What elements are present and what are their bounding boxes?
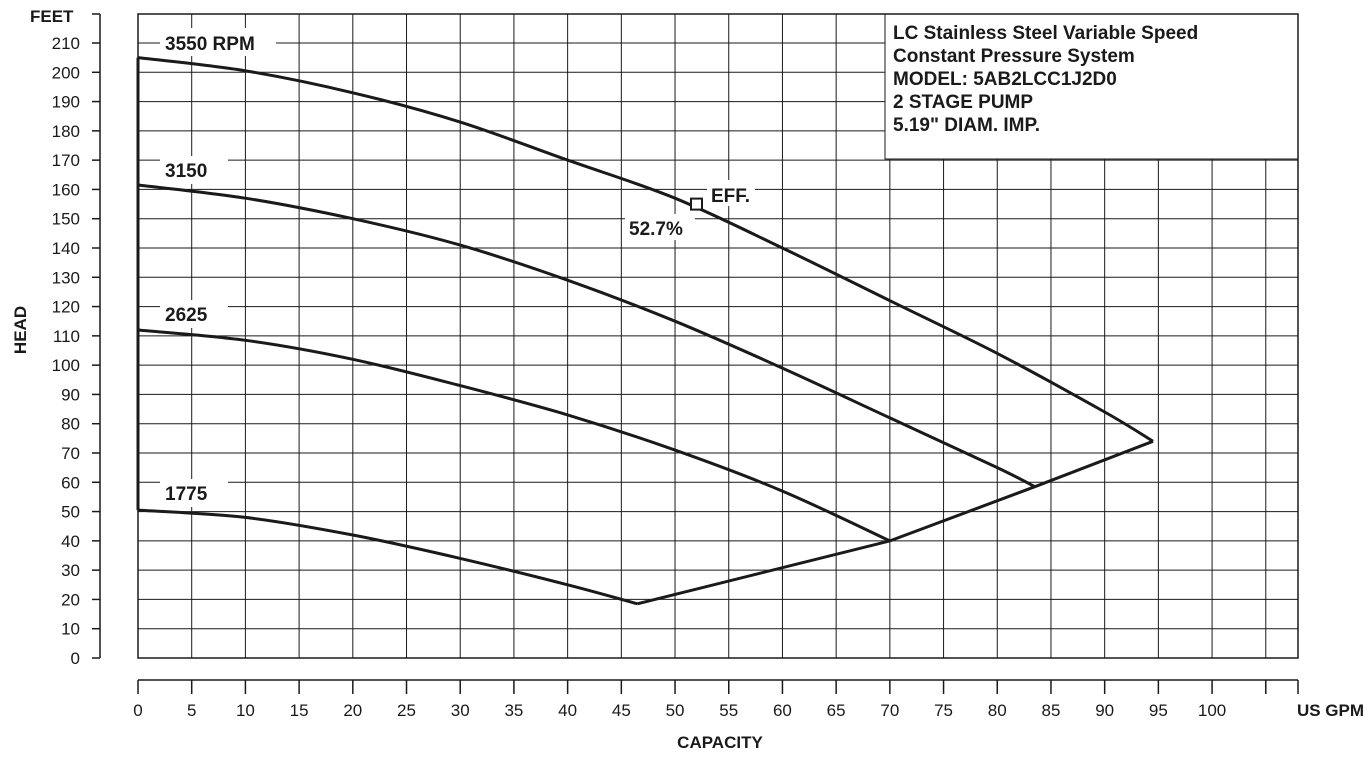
eff-value-label: 52.7% xyxy=(629,219,683,240)
y-tick-label: 140 xyxy=(52,239,80,258)
x-tick-label: 35 xyxy=(504,701,523,720)
y-tick-label: 20 xyxy=(61,590,80,609)
curve-label-bg xyxy=(160,156,228,184)
tick-labels: 0102030405060708090100110120130140150160… xyxy=(52,13,1299,720)
chart-title: LC Stainless Steel Variable Speed Consta… xyxy=(893,23,1198,136)
y-tick-label: 150 xyxy=(52,210,80,229)
y-tick-label: 80 xyxy=(61,415,80,434)
y-tick-label: 170 xyxy=(52,151,80,170)
curve-label-3550: 3550 RPM xyxy=(165,34,255,55)
end-of-curve-line xyxy=(637,439,1154,606)
y-unit-label: FEET xyxy=(30,7,74,26)
x-tick-label: 75 xyxy=(934,701,953,720)
x-tick-label: 15 xyxy=(290,701,309,720)
curve-label-1775: 1775 xyxy=(165,484,208,505)
x-tick-label: 30 xyxy=(451,701,470,720)
x-tick-label: 90 xyxy=(1095,701,1114,720)
x-tick-label: 25 xyxy=(397,701,416,720)
curve-label-3150: 3150 xyxy=(165,161,207,182)
title-line: Constant Pressure System xyxy=(893,46,1135,67)
y-tick-label: 70 xyxy=(61,444,80,463)
y-tick-label: 200 xyxy=(52,63,80,82)
x-tick-label: 5 xyxy=(187,701,196,720)
eff-value-bg xyxy=(625,214,695,240)
grid xyxy=(137,13,1299,659)
y-tick-label: 40 xyxy=(61,532,80,551)
curve-label-bg xyxy=(160,479,228,507)
x-tick-label: 20 xyxy=(343,701,362,720)
curve-label-bg xyxy=(160,300,228,328)
x-tick-label: 70 xyxy=(880,701,899,720)
y-tick-label: 210 xyxy=(52,34,80,53)
y-tick-label: 10 xyxy=(61,620,80,639)
y-tick-label: 60 xyxy=(61,473,80,492)
x-tick-label: 65 xyxy=(827,701,846,720)
eff-marker xyxy=(690,197,703,211)
y-tick-label: 190 xyxy=(52,93,80,112)
y-tick-label: 110 xyxy=(53,327,80,346)
x-tick-label: 80 xyxy=(988,701,1007,720)
x-tick-label: 100 xyxy=(1198,701,1226,720)
y-tick-label: 50 xyxy=(61,503,80,522)
curves xyxy=(136,56,1154,606)
y-tick-label: 160 xyxy=(52,180,80,199)
curve-2625 xyxy=(137,328,891,543)
curve-label-2625: 2625 xyxy=(165,305,208,326)
x-tick-label: 85 xyxy=(1042,701,1061,720)
y-tick-label: 180 xyxy=(52,122,80,141)
eff-label-bg xyxy=(707,180,755,206)
curve-1775 xyxy=(137,508,638,606)
title-line: 5.19" DIAM. IMP. xyxy=(893,115,1040,136)
y-tick-label: 120 xyxy=(52,298,80,317)
x-unit-label: US GPM xyxy=(1297,701,1364,720)
y-tick-label: 90 xyxy=(61,385,80,404)
y-tick-label: 130 xyxy=(52,268,80,287)
x-tick-label: 45 xyxy=(612,701,631,720)
x-tick-label: 95 xyxy=(1149,701,1168,720)
x-tick-label: 10 xyxy=(236,701,255,720)
y-axis-title: HEAD xyxy=(11,306,30,354)
x-tick-label: 50 xyxy=(666,701,685,720)
x-tick-label: 60 xyxy=(773,701,792,720)
x-tick-label: 0 xyxy=(133,701,142,720)
title-line: 2 STAGE PUMP xyxy=(893,92,1033,113)
x-axis-title: CAPACITY xyxy=(677,733,763,752)
curve-3550 xyxy=(137,56,1154,443)
y-tick-label: 0 xyxy=(71,649,80,668)
y-tick-label: 30 xyxy=(61,561,80,580)
y-tick-label: 100 xyxy=(52,356,80,375)
x-tick-label: 40 xyxy=(558,701,577,720)
x-tick-label: 55 xyxy=(719,701,738,720)
curve-3150 xyxy=(137,183,1036,489)
efficiency-annotation: EFF. 52.7% xyxy=(625,180,755,240)
curve-label-bg xyxy=(160,28,276,56)
title-box xyxy=(884,13,1299,160)
curve-labels: 3550 RPM 3150 2625 1775 xyxy=(160,28,276,507)
title-line: LC Stainless Steel Variable Speed xyxy=(893,23,1198,44)
eff-label: EFF. xyxy=(711,186,750,207)
title-line: MODEL: 5AB2LCC1J2D0 xyxy=(893,69,1117,90)
